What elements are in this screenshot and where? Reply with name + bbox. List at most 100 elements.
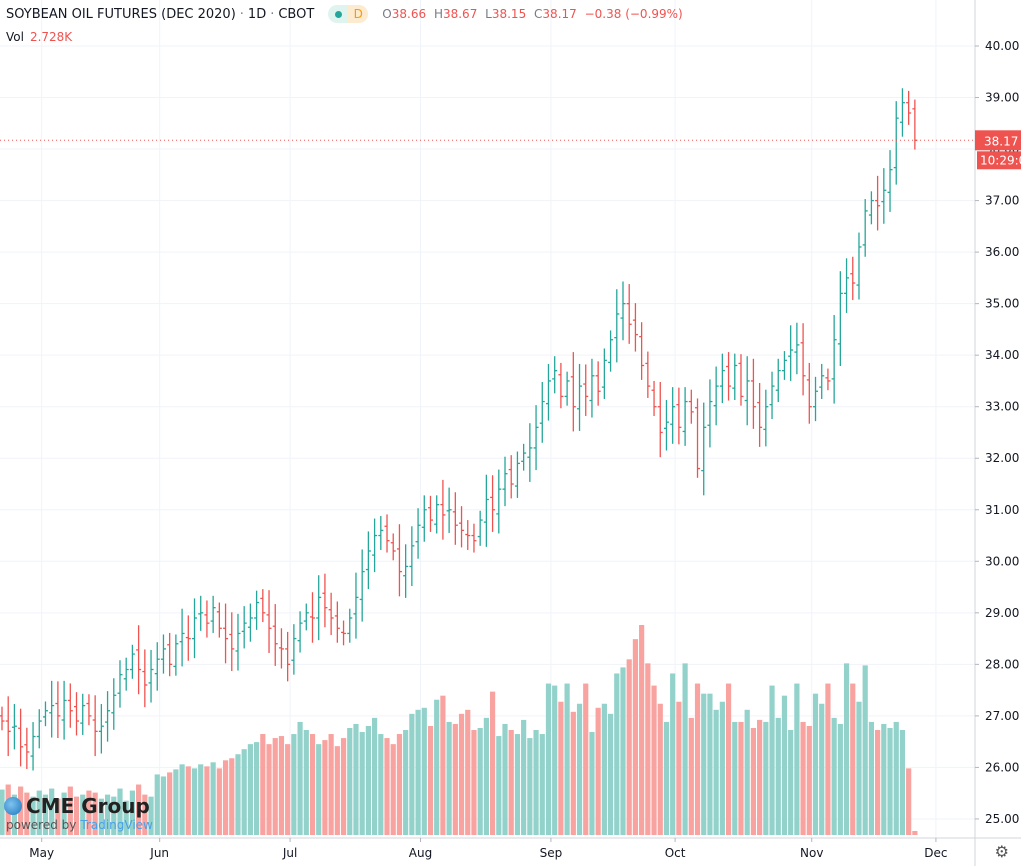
ohlc-bar bbox=[123, 657, 129, 691]
cme-group-logo: CME Group bbox=[4, 794, 150, 818]
ohlc-bar bbox=[291, 624, 297, 675]
volume-bar bbox=[61, 792, 67, 835]
ohlc-bar bbox=[173, 634, 179, 676]
time-tick-label: Dec bbox=[924, 846, 947, 860]
ohlc-bar bbox=[465, 520, 471, 550]
volume-bar bbox=[639, 625, 645, 835]
ohlc-bar bbox=[80, 693, 86, 735]
volume-bar bbox=[160, 776, 167, 835]
ohlc-bar bbox=[223, 603, 229, 664]
ohlc-bar bbox=[440, 479, 446, 540]
symbol-title[interactable]: SOYBEAN OIL FUTURES (DEC 2020) bbox=[6, 6, 236, 22]
interval-label[interactable]: 1D bbox=[247, 6, 267, 22]
ohlc-bar bbox=[757, 383, 763, 447]
ohlc-bar bbox=[316, 575, 322, 641]
ohlc-bar bbox=[459, 506, 465, 548]
ohlc-bar bbox=[906, 90, 912, 125]
ohlc-bar bbox=[24, 727, 30, 769]
tradingview-link[interactable]: TradingView bbox=[80, 818, 153, 832]
ohlc-bar bbox=[794, 322, 800, 375]
volume-bar bbox=[576, 703, 583, 835]
volume-bar bbox=[247, 744, 253, 835]
volume-bar bbox=[564, 683, 570, 835]
ohlc-bar bbox=[192, 598, 198, 659]
volume-bar bbox=[297, 721, 303, 835]
ohlc-bar bbox=[775, 358, 781, 403]
ohlc-bar bbox=[657, 381, 663, 458]
volume-bar bbox=[129, 790, 136, 835]
ohlc-bar bbox=[825, 368, 831, 391]
price-tick-label: 33.00 bbox=[985, 400, 1019, 414]
ohlc-bar bbox=[750, 358, 756, 429]
ohlc-bar bbox=[241, 606, 247, 649]
volume-bar bbox=[117, 788, 123, 835]
volume-bar bbox=[583, 683, 589, 835]
ohlc-bar bbox=[651, 380, 657, 416]
volume-bar bbox=[216, 768, 222, 835]
ohlc-bar bbox=[781, 351, 787, 380]
volume-bar bbox=[552, 685, 558, 835]
ohlc-bar bbox=[577, 363, 583, 431]
ohlc-bar bbox=[744, 356, 750, 426]
ohlc-bar bbox=[18, 708, 24, 767]
ohlc-bar bbox=[216, 602, 222, 638]
last-price-tag bbox=[975, 130, 1021, 151]
ohlc-bar bbox=[670, 387, 676, 444]
volume-bar bbox=[620, 667, 626, 835]
bar-countdown: 10:29:0 bbox=[980, 153, 1021, 167]
volume-bar bbox=[558, 701, 564, 835]
volume-bar bbox=[757, 719, 763, 835]
globe-icon bbox=[4, 797, 22, 815]
volume-bar bbox=[73, 796, 80, 835]
ohlc-bar bbox=[427, 495, 433, 532]
powered-by-text: powered by bbox=[6, 818, 77, 832]
ohlc-bar bbox=[688, 389, 694, 424]
ohlc-bar bbox=[229, 612, 235, 672]
high-label: H bbox=[433, 7, 443, 21]
ohlc-bar bbox=[129, 644, 135, 679]
ohlc-bar bbox=[36, 709, 42, 749]
ohlc-bar bbox=[707, 379, 713, 448]
gear-icon[interactable]: ⚙ bbox=[994, 842, 1009, 861]
volume-bar bbox=[67, 786, 73, 835]
ohlc-bar bbox=[67, 683, 73, 728]
ohlc-bar bbox=[11, 704, 17, 750]
volume-bar bbox=[409, 713, 415, 835]
price-tick-label: 39.00 bbox=[985, 91, 1019, 105]
volume-bar bbox=[0, 789, 5, 835]
volume-bar bbox=[446, 721, 452, 835]
volume-bar bbox=[198, 764, 204, 835]
ohlc-bar bbox=[303, 603, 309, 631]
volume-bar bbox=[104, 794, 111, 835]
volume-bar bbox=[868, 721, 874, 835]
ohlc-bar bbox=[185, 615, 191, 661]
market-status-badge[interactable]: D bbox=[328, 5, 369, 23]
volume-bar bbox=[179, 764, 185, 835]
separator: · bbox=[270, 6, 275, 22]
low-value: 38.15 bbox=[491, 7, 527, 21]
ohlc-bar bbox=[421, 495, 427, 542]
ohlc-bar bbox=[819, 363, 825, 399]
ohlc-bar bbox=[732, 353, 738, 401]
ohlc-bar bbox=[533, 405, 539, 471]
volume-bar bbox=[347, 727, 353, 835]
ohlc-bar bbox=[42, 701, 48, 727]
ohlc-bar bbox=[583, 364, 589, 416]
volume-bar bbox=[30, 796, 36, 835]
time-tick-label: Oct bbox=[665, 846, 686, 860]
powered-by[interactable]: powered by TradingView bbox=[6, 818, 153, 832]
volume-bar bbox=[881, 723, 887, 835]
ohlc-bar bbox=[55, 681, 61, 739]
ohlc-bar bbox=[434, 495, 440, 534]
volume-label: Vol bbox=[6, 30, 24, 44]
volume-bar bbox=[421, 707, 427, 835]
volume-bar bbox=[800, 721, 806, 835]
volume-bar bbox=[222, 760, 229, 835]
volume-bar bbox=[291, 734, 297, 835]
ohlc-bar bbox=[570, 352, 576, 432]
ohlc-bar bbox=[415, 508, 421, 559]
ohlc-bar bbox=[881, 168, 887, 224]
price-tick-label: 35.00 bbox=[985, 297, 1019, 311]
volume-bar bbox=[794, 683, 800, 835]
